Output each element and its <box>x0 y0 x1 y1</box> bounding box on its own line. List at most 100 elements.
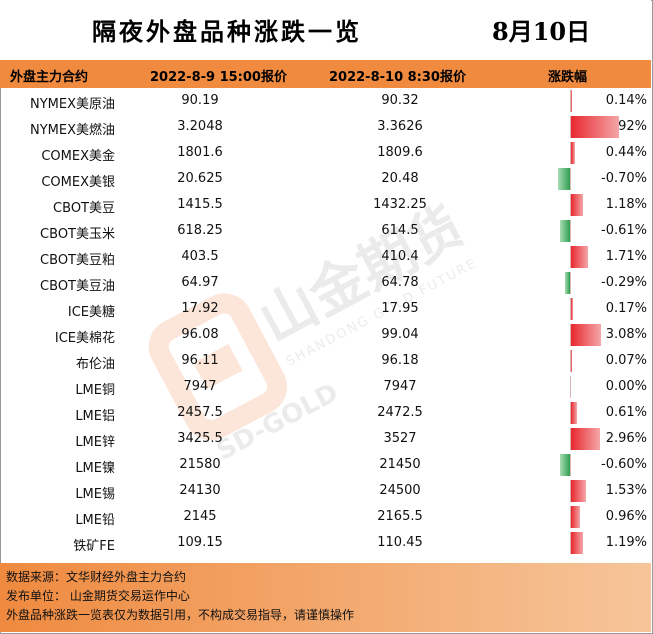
table-row: CBOT美豆 1415.5 1432.25 1.18% <box>0 192 651 218</box>
zero-line <box>570 506 571 528</box>
row-name: 布伦油 <box>75 357 115 372</box>
row-price2: 99.04 <box>381 327 419 342</box>
row-change-pct: 0.00% <box>605 379 647 394</box>
row-change-pct: 1.53% <box>605 483 647 498</box>
row-change-pct: 1.71% <box>605 249 647 264</box>
row-change-pct: -0.61% <box>601 223 647 238</box>
table-row: CBOT美玉米 618.25 614.5 -0.61% <box>0 218 651 244</box>
row-price1: 21580 <box>179 457 221 472</box>
row-change-pct: 0.07% <box>605 353 647 368</box>
row-name: NYMEX美原油 <box>29 97 115 112</box>
change-bar <box>571 90 573 112</box>
row-change-pct: -0.60% <box>601 457 647 472</box>
table-row: ICE美糖 17.92 17.95 0.17% <box>0 296 651 322</box>
row-name: ICE美棉花 <box>54 331 115 346</box>
zero-line <box>570 376 571 398</box>
header-name: 外盘主力合约 <box>10 70 89 85</box>
title-row: 隔夜外盘品种涨跌一览 8月10日 <box>0 0 651 60</box>
change-bar <box>571 506 581 528</box>
page-title: 隔夜外盘品种涨跌一览 <box>92 17 362 46</box>
zero-line <box>570 220 571 242</box>
row-change-pct: 0.44% <box>605 145 647 160</box>
zero-line <box>570 532 571 554</box>
table-row: NYMEX美燃油 3.2048 3.3626 4.92% <box>0 114 651 140</box>
header-price2: 2022-8-10 8:30报价 <box>329 70 466 85</box>
change-bar <box>571 350 572 372</box>
row-price1: 96.08 <box>181 327 219 342</box>
row-price2: 2472.5 <box>377 405 423 420</box>
row-price1: 403.5 <box>181 249 219 264</box>
row-change-pct: 1.19% <box>605 535 647 550</box>
change-bar <box>571 298 573 320</box>
zero-line <box>570 298 571 320</box>
page-date: 8月10日 <box>492 17 591 46</box>
row-price1: 17.92 <box>181 301 219 316</box>
row-price1: 618.25 <box>177 223 223 238</box>
row-name: CBOT美豆粕 <box>40 253 115 268</box>
footer-publisher: 发布单位： 山金期货交易运作中心 <box>6 589 190 603</box>
row-name: CBOT美玉米 <box>40 227 115 242</box>
footer: 数据来源：文华财经外盘主力合约 发布单位： 山金期货交易运作中心 外盘品种涨跌一… <box>0 563 651 632</box>
change-bar <box>571 402 577 424</box>
row-price1: 2145 <box>183 509 217 524</box>
header-price1: 2022-8-9 15:00报价 <box>150 70 287 85</box>
zero-line <box>570 272 571 294</box>
row-name: NYMEX美燃油 <box>29 123 115 138</box>
row-price2: 614.5 <box>381 223 419 238</box>
table-row: COMEX美金 1801.6 1809.6 0.44% <box>0 140 651 166</box>
zero-line <box>570 116 571 138</box>
row-price1: 24130 <box>179 483 221 498</box>
row-name: 铁矿FE <box>73 539 115 554</box>
change-bar <box>571 428 600 450</box>
change-bar <box>571 480 586 502</box>
row-change-pct: 0.14% <box>605 93 647 108</box>
table-row: LME铜 7947 7947 0.00% <box>0 374 651 400</box>
row-name: ICE美糖 <box>67 305 115 320</box>
row-change-pct: -0.29% <box>601 275 647 290</box>
row-price1: 3.2048 <box>177 119 223 134</box>
table-row: 铁矿FE 109.15 110.45 1.19% <box>0 530 651 556</box>
row-price2: 96.18 <box>381 353 419 368</box>
change-bar <box>559 220 570 242</box>
table-row: 布伦油 96.11 96.18 0.07% <box>0 348 651 374</box>
row-name: LME锡 <box>75 487 115 502</box>
row-price1: 1415.5 <box>177 197 223 212</box>
row-price2: 17.95 <box>381 301 419 316</box>
change-bar <box>565 272 570 294</box>
zero-line <box>570 428 571 450</box>
row-change-pct: 0.61% <box>605 405 647 420</box>
row-price2: 3527 <box>383 431 417 446</box>
row-price2: 64.78 <box>381 275 419 290</box>
table-row: CBOT美豆油 64.97 64.78 -0.29% <box>0 270 651 296</box>
row-price1: 20.625 <box>177 171 223 186</box>
row-name: LME铝 <box>75 409 115 424</box>
row-change-pct: 1.18% <box>605 197 647 212</box>
row-change-pct: -0.70% <box>601 171 647 186</box>
row-change-pct: 0.17% <box>605 301 647 316</box>
table-row: CBOT美豆粕 403.5 410.4 1.71% <box>0 244 651 270</box>
change-bar <box>558 168 570 190</box>
table-row: NYMEX美原油 90.19 90.32 0.14% <box>0 88 651 114</box>
row-price1: 109.15 <box>177 535 223 550</box>
zero-line <box>570 454 571 476</box>
footer-source: 数据来源：文华财经外盘主力合约 <box>6 570 187 584</box>
zero-line <box>570 168 571 190</box>
row-price2: 20.48 <box>381 171 419 186</box>
header-change: 涨跌幅 <box>548 70 588 85</box>
row-price2: 7947 <box>383 379 417 394</box>
table-row: LME铝 2457.5 2472.5 0.61% <box>0 400 651 426</box>
table-row: COMEX美银 20.625 20.48 -0.70% <box>0 166 651 192</box>
row-change-pct: 3.08% <box>605 327 647 342</box>
row-price2: 24500 <box>379 483 421 498</box>
change-bar <box>571 246 588 268</box>
change-bar <box>571 142 576 164</box>
row-change-pct: 0.96% <box>605 509 647 524</box>
table-row: LME锡 24130 24500 1.53% <box>0 478 651 504</box>
row-price2: 410.4 <box>381 249 419 264</box>
row-price1: 7947 <box>183 379 217 394</box>
table-row: LME锌 3425.5 3527 2.96% <box>0 426 651 452</box>
row-price1: 1801.6 <box>177 145 223 160</box>
row-name: LME铅 <box>75 513 115 528</box>
row-name: LME镍 <box>75 461 115 476</box>
table-row: ICE美棉花 96.08 99.04 3.08% <box>0 322 651 348</box>
